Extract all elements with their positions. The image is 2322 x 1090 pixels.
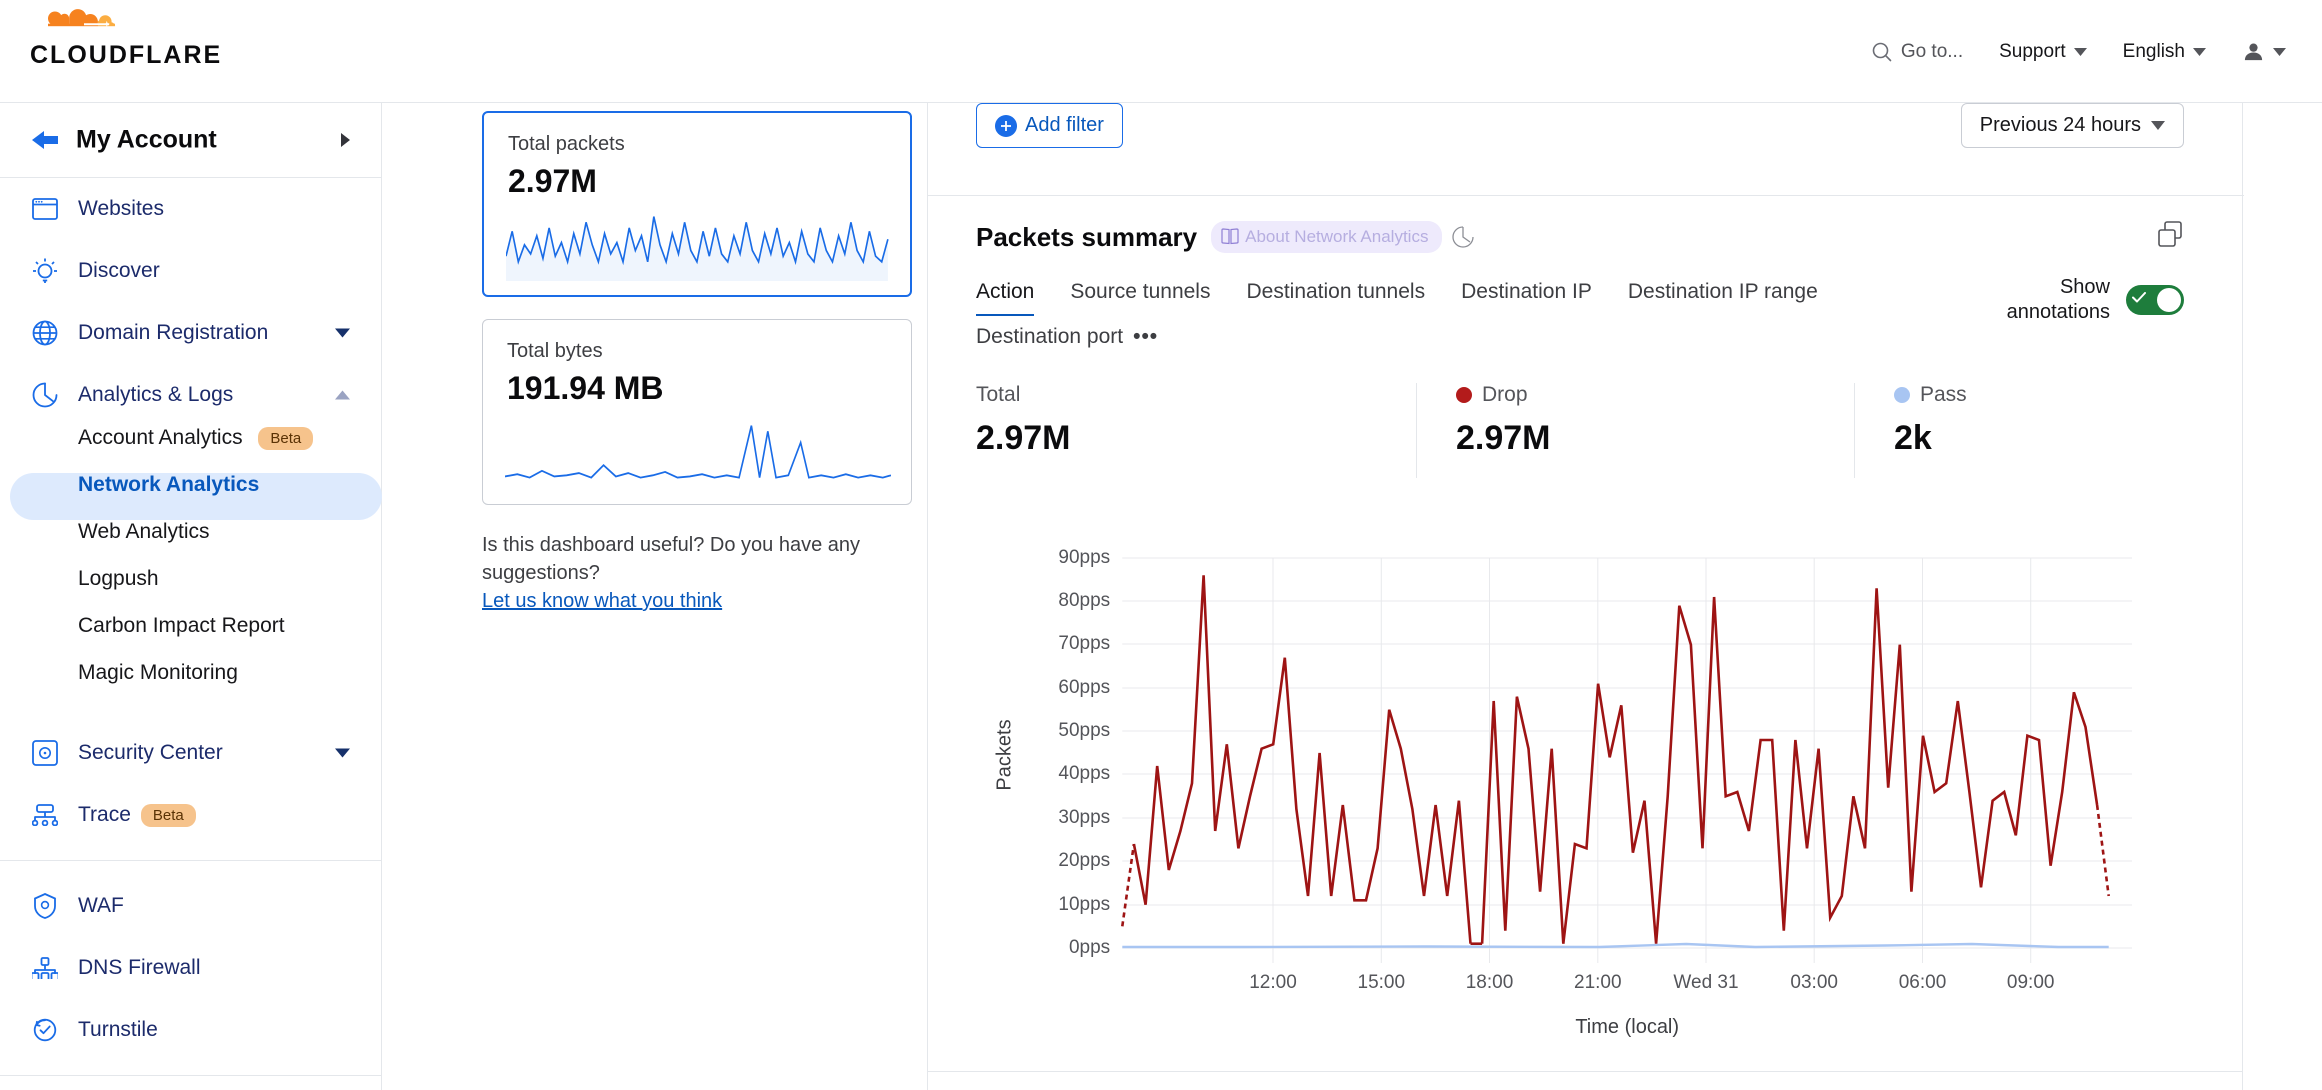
svg-text:60pps: 60pps bbox=[1058, 677, 1110, 698]
svg-text:20pps: 20pps bbox=[1058, 850, 1110, 871]
svg-text:Wed 31: Wed 31 bbox=[1673, 972, 1738, 993]
svg-text:10pps: 10pps bbox=[1058, 894, 1110, 915]
svg-text:30pps: 30pps bbox=[1058, 807, 1110, 828]
svg-text:Packets: Packets bbox=[994, 719, 1016, 790]
svg-text:70pps: 70pps bbox=[1058, 633, 1110, 654]
svg-text:21:00: 21:00 bbox=[1574, 972, 1622, 993]
svg-text:90pps: 90pps bbox=[1058, 547, 1110, 568]
svg-text:80pps: 80pps bbox=[1058, 590, 1110, 611]
svg-text:09:00: 09:00 bbox=[2007, 972, 2055, 993]
svg-text:Time (local): Time (local) bbox=[1575, 1016, 1679, 1038]
svg-text:15:00: 15:00 bbox=[1358, 972, 1406, 993]
svg-text:40pps: 40pps bbox=[1058, 763, 1110, 784]
svg-text:0pps: 0pps bbox=[1069, 937, 1110, 958]
svg-text:03:00: 03:00 bbox=[1790, 972, 1838, 993]
svg-text:18:00: 18:00 bbox=[1466, 972, 1514, 993]
svg-text:06:00: 06:00 bbox=[1899, 972, 1947, 993]
svg-text:12:00: 12:00 bbox=[1249, 972, 1297, 993]
svg-text:50pps: 50pps bbox=[1058, 720, 1110, 741]
